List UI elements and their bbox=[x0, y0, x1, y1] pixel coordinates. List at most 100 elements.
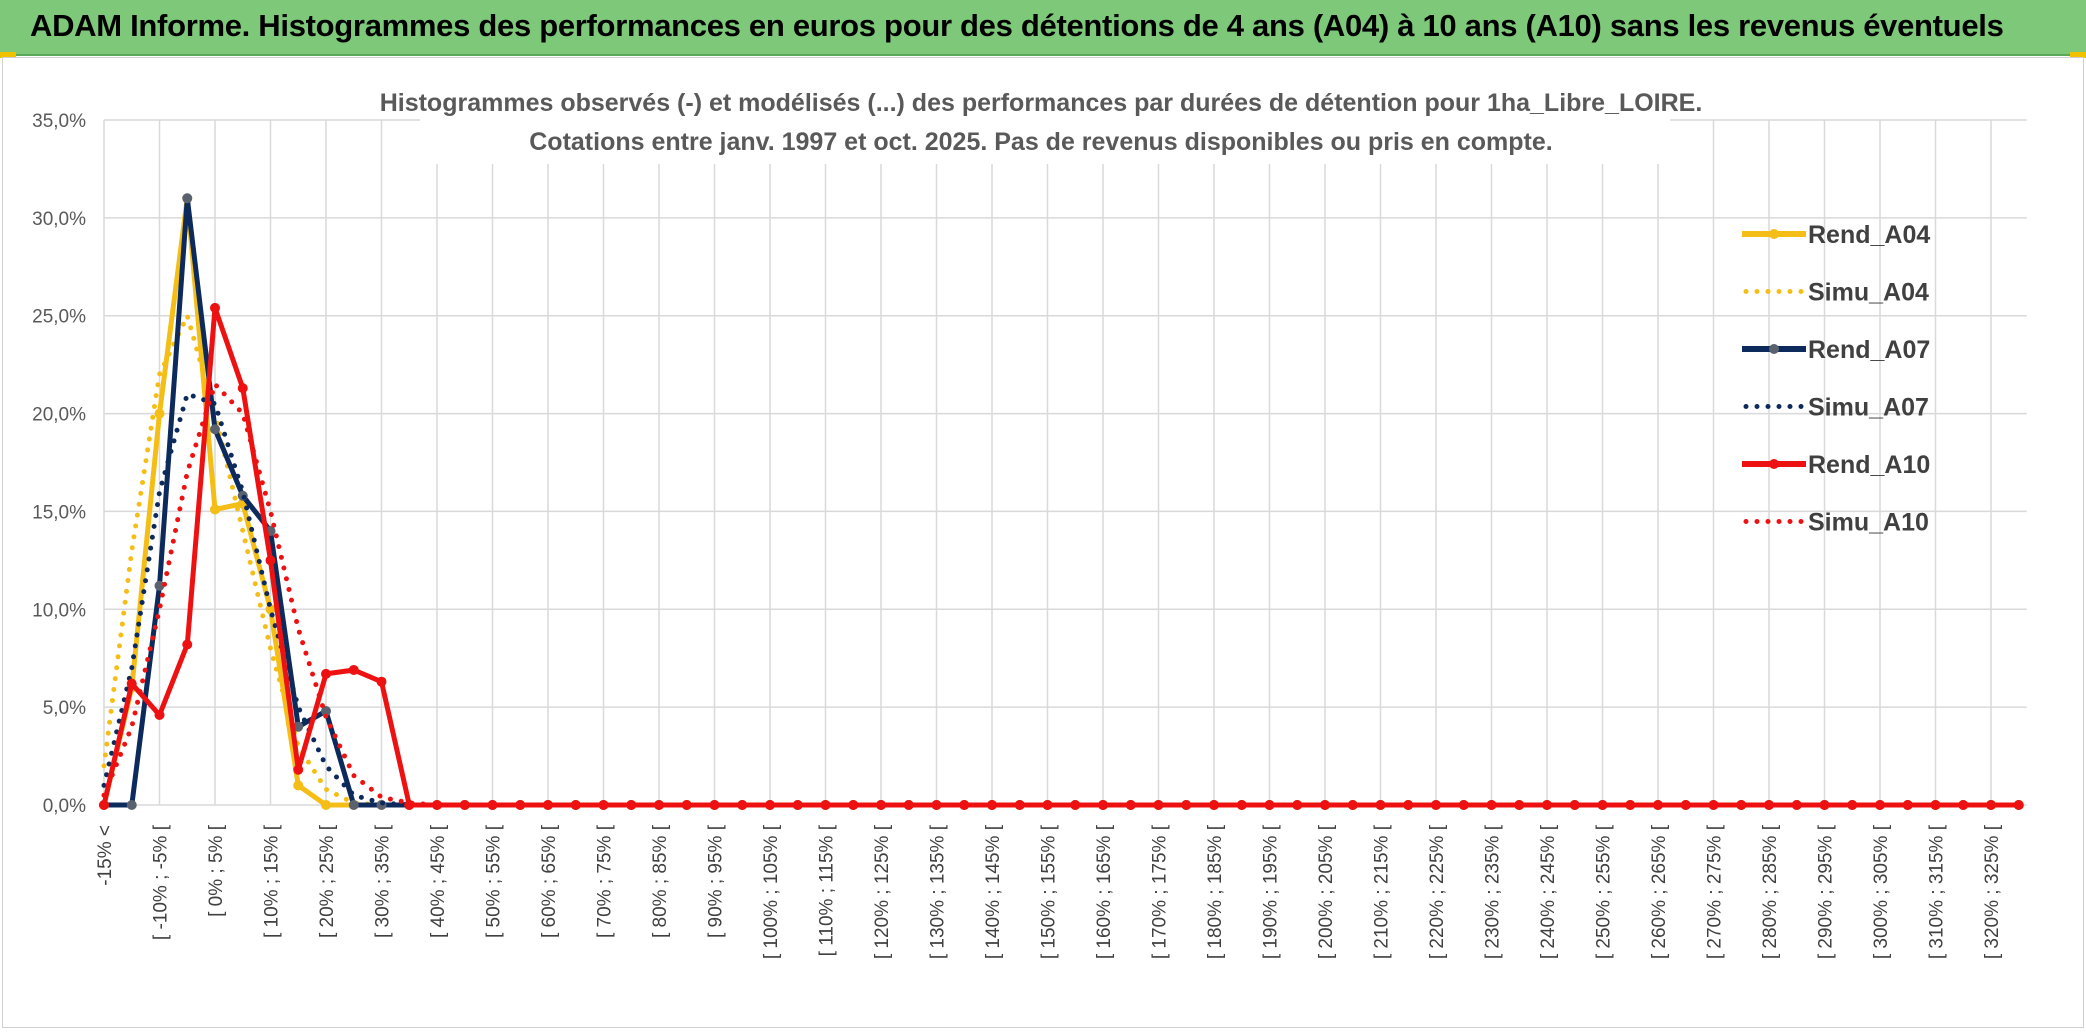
data-point bbox=[99, 800, 109, 810]
data-point bbox=[1347, 800, 1358, 810]
data-point bbox=[654, 800, 664, 810]
data-point bbox=[1653, 800, 1663, 810]
x-tick-label: [ 100% ; 105% [ bbox=[761, 824, 782, 959]
x-tick-label: [ -10% ; -5% [ bbox=[151, 824, 172, 940]
legend-label: Rend_A04 bbox=[1808, 221, 1930, 249]
chart-title: Histogrammes observés (-) et modélisés (… bbox=[380, 89, 1703, 117]
legend-item-simu-a04: Simu_A04 bbox=[1743, 279, 1929, 307]
data-point bbox=[1181, 800, 1192, 810]
report-title: ADAM Informe. Histogrammes des performan… bbox=[30, 8, 2004, 43]
x-tick-label: [ 150% ; 155% [ bbox=[1039, 824, 1060, 959]
data-point bbox=[487, 800, 498, 810]
data-point bbox=[293, 764, 304, 775]
x-tick-label: [ 0% ; 5% [ bbox=[206, 824, 227, 917]
chart-series bbox=[99, 193, 2024, 810]
data-point bbox=[182, 639, 193, 650]
data-point bbox=[210, 504, 220, 515]
x-tick-label: [ 290% ; 295% [ bbox=[1816, 824, 1837, 959]
series-simu-a10 bbox=[101, 381, 2022, 808]
chart-legend: Rend_A04 Simu_A04 Rend_A07 Simu_A07 Rend_A10… bbox=[1742, 221, 1930, 537]
data-point bbox=[1070, 800, 1081, 810]
x-tick-label: [ 240% ; 245% [ bbox=[1538, 824, 1559, 959]
data-point bbox=[210, 302, 220, 313]
data-point bbox=[182, 193, 193, 204]
data-point bbox=[293, 721, 304, 732]
data-point bbox=[1569, 800, 1580, 810]
x-tick-label: [ 230% ; 235% [ bbox=[1483, 824, 1504, 959]
data-point bbox=[709, 800, 720, 810]
legend-label: Simu_A04 bbox=[1808, 279, 1929, 307]
series-rend-a10 bbox=[99, 302, 2024, 810]
y-tick-label: 30,0% bbox=[32, 209, 86, 230]
data-point bbox=[987, 800, 997, 810]
chart-subtitle: Cotations entre janv. 1997 et oct. 2025.… bbox=[529, 128, 1552, 156]
x-tick-label: [ 70% ; 75% [ bbox=[595, 824, 616, 938]
x-axis: -15% < [ -10% ; -5% [[ 0% ; 5% [[ 10% ; 1… bbox=[95, 824, 2003, 959]
data-point bbox=[265, 604, 276, 615]
y-tick-label: 0,0% bbox=[43, 796, 86, 817]
x-tick-label: [ 90% ; 95% [ bbox=[706, 824, 727, 938]
data-point bbox=[321, 800, 331, 810]
x-tick-label: [ 310% ; 315% [ bbox=[1927, 824, 1948, 959]
data-point bbox=[126, 678, 137, 689]
data-point bbox=[765, 800, 775, 810]
series-line bbox=[101, 381, 2022, 808]
y-tick-label: 20,0% bbox=[32, 405, 86, 426]
y-tick-label: 10,0% bbox=[32, 600, 86, 621]
data-point bbox=[1458, 800, 1469, 810]
data-point bbox=[1403, 800, 1414, 810]
legend-marker bbox=[1769, 229, 1779, 239]
data-point bbox=[126, 800, 137, 810]
legend-label: Rend_A07 bbox=[1808, 336, 1930, 364]
x-tick-label: [ 160% ; 165% [ bbox=[1094, 824, 1115, 959]
data-point bbox=[543, 800, 553, 810]
data-point bbox=[1125, 800, 1136, 810]
chart-frame bbox=[2, 57, 2084, 1028]
data-point bbox=[1819, 800, 1830, 810]
series-line bbox=[101, 305, 2019, 808]
x-tick-label: [ 190% ; 195% [ bbox=[1261, 824, 1282, 959]
data-point bbox=[1708, 800, 1719, 810]
report-banner: ADAM Informe. Histogrammes des performan… bbox=[0, 0, 2086, 56]
x-tick-label: [ 30% ; 35% [ bbox=[373, 824, 394, 938]
data-point bbox=[237, 383, 248, 394]
data-point bbox=[348, 800, 359, 810]
x-tick-label: [ 270% ; 275% [ bbox=[1705, 824, 1726, 959]
x-tick-label: [ 250% ; 255% [ bbox=[1594, 824, 1615, 959]
x-tick-label: [ 280% ; 285% [ bbox=[1760, 824, 1781, 959]
y-tick-label: 35,0% bbox=[32, 111, 86, 132]
legend-item-rend-a04: Rend_A04 bbox=[1742, 221, 1930, 249]
legend-item-simu-a07: Simu_A07 bbox=[1743, 394, 1929, 422]
x-tick-label: [ 260% ; 265% [ bbox=[1649, 824, 1670, 959]
data-point bbox=[820, 800, 831, 810]
y-tick-label: 5,0% bbox=[43, 698, 86, 719]
x-tick-label: [ 60% ; 65% [ bbox=[539, 824, 560, 938]
data-point bbox=[321, 668, 331, 679]
y-tick-label: 25,0% bbox=[32, 307, 86, 328]
x-tick-label: [ 220% ; 225% [ bbox=[1427, 824, 1448, 959]
series-simu-a07 bbox=[101, 391, 2022, 808]
data-point bbox=[1236, 800, 1247, 810]
data-point bbox=[154, 408, 165, 419]
x-tick-label: [ 210% ; 215% [ bbox=[1372, 824, 1393, 959]
data-point bbox=[265, 555, 276, 566]
data-point bbox=[1930, 800, 1941, 810]
legend-label: Simu_A07 bbox=[1808, 394, 1929, 422]
y-tick-label: 15,0% bbox=[32, 502, 86, 523]
data-point bbox=[376, 676, 387, 687]
x-tick-label: [ 10% ; 15% [ bbox=[262, 824, 283, 938]
legend-item-rend-a10: Rend_A10 bbox=[1742, 451, 1930, 479]
data-point bbox=[348, 664, 359, 675]
banner-corner-right bbox=[2070, 52, 2086, 58]
data-point bbox=[1625, 800, 1636, 810]
data-point bbox=[1514, 800, 1525, 810]
data-point bbox=[321, 706, 331, 717]
data-point bbox=[1986, 800, 1996, 810]
series-line bbox=[101, 391, 2022, 808]
x-tick-label: [ 300% ; 305% [ bbox=[1871, 824, 1892, 959]
x-tick-label: [ 80% ; 85% [ bbox=[650, 824, 671, 938]
x-tick-label: [ 130% ; 135% [ bbox=[928, 824, 949, 959]
y-axis: 0,0% 5,0% 10,0% 15,0% 20,0% 25,0% 30,0% 35,0% bbox=[32, 111, 86, 817]
data-point bbox=[1764, 800, 1774, 810]
